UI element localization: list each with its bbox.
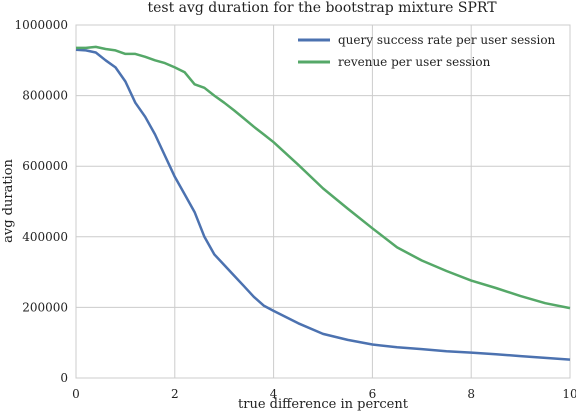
y-tick-label: 800000 xyxy=(22,89,68,103)
x-tick-label: 6 xyxy=(369,387,377,401)
legend-label: revenue per user session xyxy=(338,55,491,69)
y-tick-label: 0 xyxy=(60,371,68,385)
x-tick-label: 2 xyxy=(171,387,179,401)
x-tick-label: 4 xyxy=(270,387,278,401)
legend: query success rate per user session reve… xyxy=(298,33,556,69)
x-tick-label: 8 xyxy=(467,387,475,401)
x-tick-label: 10 xyxy=(562,387,576,401)
plot-area xyxy=(75,24,571,379)
series-line-2 xyxy=(76,45,571,310)
y-tick-label: 400000 xyxy=(22,230,68,244)
y-axis-title: avg duration xyxy=(1,158,16,242)
y-tick-label: 1000000 xyxy=(15,18,68,32)
chart-title: test avg duration for the bootstrap mixt… xyxy=(147,0,497,16)
y-tick-label: 200000 xyxy=(22,300,68,314)
x-tick-label: 0 xyxy=(72,387,80,401)
x-axis-title: true difference in percent xyxy=(238,397,409,412)
x-axis: 0 2 4 6 8 10 xyxy=(72,387,576,401)
y-axis: 0 200000 400000 600000 800000 1000000 xyxy=(15,18,68,385)
series-line-1 xyxy=(75,48,571,361)
grid-lines xyxy=(75,24,571,379)
series-lines xyxy=(75,45,571,361)
legend-label: query success rate per user session xyxy=(338,33,556,47)
y-tick-label: 600000 xyxy=(22,159,68,173)
